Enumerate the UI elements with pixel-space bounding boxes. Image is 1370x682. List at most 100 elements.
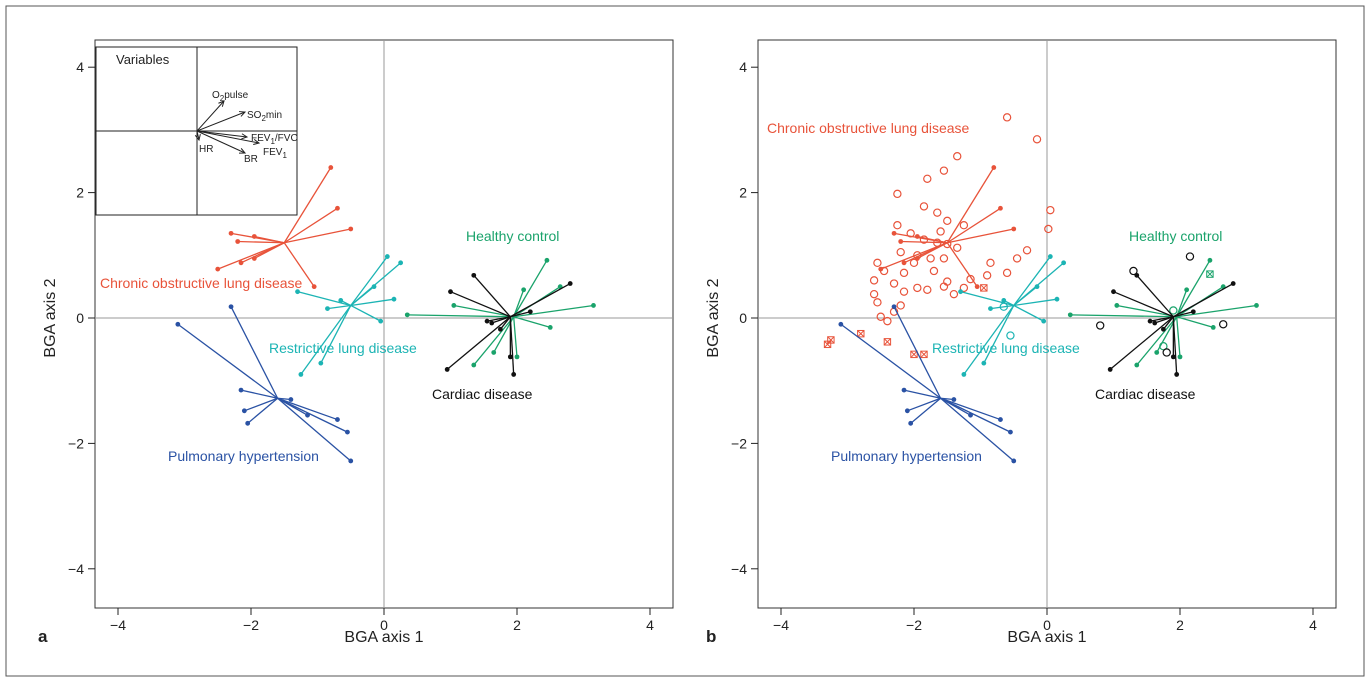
open-point	[926, 254, 935, 263]
star-segment	[940, 397, 1011, 433]
open-point	[896, 247, 905, 257]
data-point	[1174, 372, 1180, 377]
star-segment	[283, 242, 315, 288]
data-point	[904, 408, 910, 414]
y-axis-label-a: BGA axis 2	[42, 278, 59, 357]
marks-b	[823, 113, 1259, 464]
star-segment	[327, 304, 351, 310]
star-segment	[893, 306, 942, 399]
open-point	[869, 289, 879, 299]
data-point	[567, 281, 573, 286]
open-point	[949, 289, 959, 299]
data-point	[1134, 272, 1140, 278]
panel-label-b: b	[706, 627, 716, 646]
data-point	[371, 284, 377, 290]
data-point	[298, 372, 304, 377]
x-tick-label: −2	[906, 617, 922, 633]
star-segment	[283, 167, 332, 244]
star-segment	[1154, 316, 1174, 324]
star-segment	[907, 397, 941, 412]
data-point	[228, 230, 234, 236]
data-point	[348, 458, 354, 464]
open-point	[899, 287, 909, 296]
x-axis-label-a: BGA axis 1	[344, 629, 423, 646]
data-point	[325, 306, 330, 311]
data-point	[1008, 429, 1013, 435]
data-point	[1160, 326, 1166, 332]
data-point	[961, 372, 967, 377]
star-segment	[990, 304, 1014, 310]
data-point	[1114, 303, 1120, 308]
star-segment	[297, 291, 351, 307]
inset-label-1: O2pulse	[212, 90, 249, 103]
open-point	[889, 279, 899, 288]
data-point	[338, 298, 344, 303]
data-point	[1147, 318, 1153, 324]
data-point	[245, 420, 251, 426]
y-tick-label: 0	[739, 310, 747, 326]
crossed-square-point	[1206, 270, 1214, 278]
data-point	[1152, 320, 1158, 326]
data-point	[251, 256, 257, 261]
star-segment	[1013, 286, 1038, 306]
panel-a: −4 −2 0 2 4 −4 −2 0 2 4 Variables O2pulse SO2min FE…	[38, 39, 674, 646]
data-point	[981, 360, 987, 366]
data-point	[908, 420, 914, 426]
crossed-square-point	[910, 350, 918, 359]
open-point	[883, 316, 892, 326]
data-point	[1061, 260, 1067, 266]
open-point	[913, 283, 922, 293]
star-segment	[1176, 316, 1214, 329]
x-tick-label: 4	[646, 617, 654, 633]
open-point	[943, 216, 952, 226]
data-point	[1134, 362, 1140, 368]
star-segment	[407, 314, 514, 318]
data-point	[1177, 354, 1183, 360]
star-segment	[177, 323, 278, 399]
data-point	[404, 312, 410, 318]
star-segment	[1176, 259, 1211, 318]
y-tick-label: −2	[731, 435, 747, 451]
open-point	[896, 301, 905, 310]
crossed-square-point	[980, 284, 988, 292]
group-label-restrictive: Restrictive lung disease	[269, 340, 417, 356]
y-tick-label: 4	[76, 59, 84, 75]
star-segment	[247, 397, 279, 424]
data-point	[295, 289, 300, 295]
star-segment	[1176, 316, 1181, 357]
open-point	[982, 271, 992, 280]
data-point	[898, 239, 904, 244]
star-segment	[510, 282, 571, 318]
data-point	[238, 260, 244, 266]
star-segment	[1173, 282, 1234, 318]
open-point	[893, 221, 902, 230]
star-segment	[946, 242, 978, 288]
inset-label-2: SO2min	[247, 110, 282, 123]
data-point	[251, 234, 257, 239]
data-point	[1254, 303, 1259, 308]
star-segment	[350, 256, 388, 306]
data-point	[471, 272, 477, 278]
data-point	[991, 165, 997, 170]
panel-b: −4 −2 0 2 4 −4 −2 0 2 4 Chronic obstructive lung …	[705, 39, 1337, 646]
open-point	[953, 243, 962, 252]
crossed-square-point	[823, 340, 832, 349]
ticks-b: −4 −2 0 2 4 −4 −2 0 2 4	[731, 59, 1317, 633]
data-point	[491, 350, 497, 355]
data-point	[444, 367, 450, 372]
star-segment	[320, 305, 352, 364]
reference-lines-b	[758, 40, 1336, 608]
star-segment	[946, 207, 1001, 244]
data-point	[891, 230, 897, 236]
star-segment	[880, 242, 948, 270]
star-segment	[510, 311, 531, 318]
star-segment	[491, 316, 511, 324]
crossed-square-point	[883, 338, 892, 346]
group-label-healthy: Healthy control	[1129, 228, 1222, 244]
ticks-a: −4 −2 0 2 4 −4 −2 0 2 4	[68, 59, 654, 633]
data-point	[384, 254, 390, 259]
data-point	[998, 417, 1003, 422]
open-point	[1162, 348, 1171, 357]
inset-vector-5	[196, 130, 247, 154]
star-segment	[947, 228, 1014, 244]
